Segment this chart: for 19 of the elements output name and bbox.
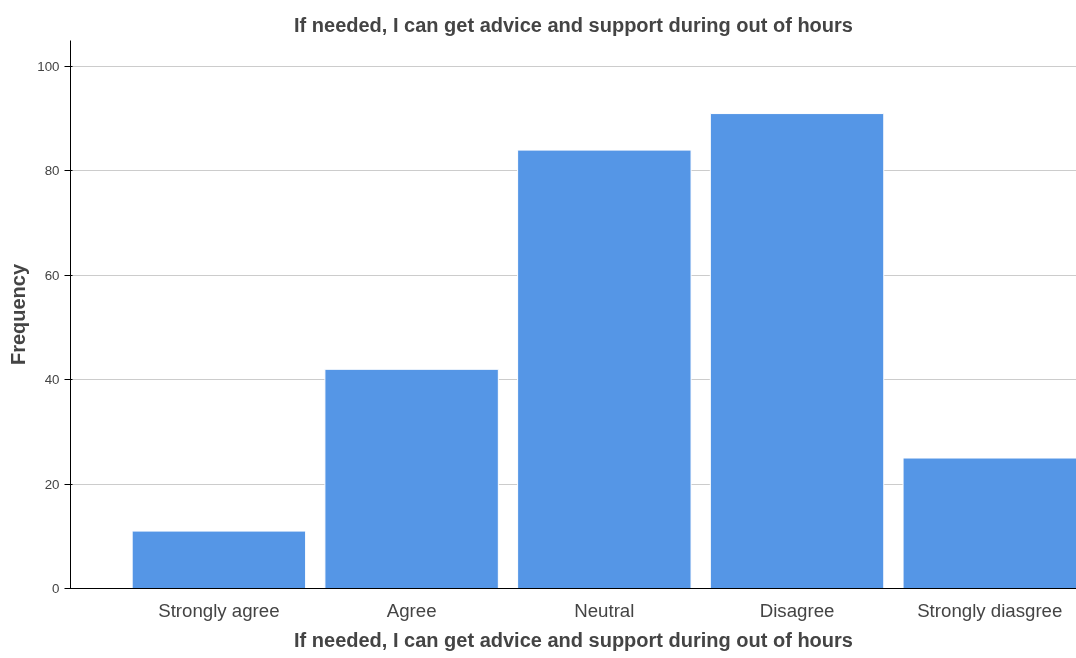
bar: [902, 457, 1076, 589]
y-tick-label: 20: [44, 476, 60, 492]
x-tick-label: Strongly agree: [158, 599, 280, 621]
bar: [709, 113, 885, 589]
y-tick-label: 80: [44, 163, 60, 179]
x-tick-label: Disagree: [759, 599, 835, 621]
y-tick-label: 60: [44, 267, 60, 283]
x-tick-label: Strongly diasgree: [917, 599, 1063, 621]
bar: [517, 149, 692, 589]
x-tick-label: Neutral: [574, 599, 635, 621]
y-tick-label: 0: [52, 581, 60, 596]
x-axis-title: If needed, I can get advice and support during out of hours: [294, 628, 853, 651]
bar: [324, 368, 499, 589]
bar: [131, 530, 307, 589]
y-tick-label: 40: [44, 372, 60, 388]
chart-title: If needed, I can get advice and support during out of hours: [294, 13, 853, 36]
y-tick-label: 100: [37, 59, 60, 75]
y-axis-title: Frequency: [7, 263, 30, 366]
x-tick-label: Agree: [386, 599, 437, 621]
